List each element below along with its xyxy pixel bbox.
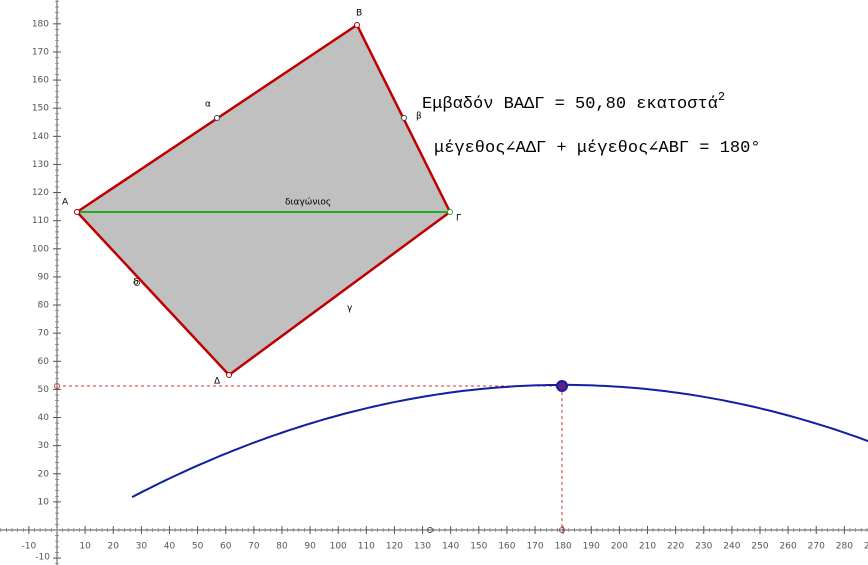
point-label: Β [356, 9, 362, 19]
y-tick-label: 120 [32, 188, 49, 198]
x-tick-label: 130 [414, 542, 431, 552]
diagonal-label: διαγώνιος [285, 197, 331, 208]
point-label: Γ [456, 214, 461, 224]
y-tick-label: 170 [32, 47, 49, 57]
x-tick-label: 100 [330, 542, 347, 552]
x-tick-label: 160 [498, 542, 515, 552]
x-tick-label: 60 [220, 542, 232, 552]
x-tick-label: 30 [136, 542, 148, 552]
side-label: β [416, 112, 422, 122]
y-tick-label: 100 [32, 244, 49, 254]
x-tick-label: -10 [22, 542, 37, 552]
y-tick-label: 80 [38, 301, 50, 311]
y-tick-label: 130 [32, 160, 49, 170]
side-label: γ [347, 304, 353, 314]
x-tick-label: 240 [723, 542, 740, 552]
x-tick-label: 120 [386, 542, 403, 552]
y-tick-label: 180 [32, 19, 49, 29]
y-tick-label: 60 [38, 357, 50, 367]
x-tick-label: 40 [164, 542, 176, 552]
x-tick-label: 50 [192, 542, 204, 552]
x-tick-label: 290 [864, 542, 868, 552]
y-tick-label: 40 [38, 413, 50, 423]
y-tick-label: 150 [32, 104, 49, 114]
side-label: δ [133, 278, 139, 288]
x-tick-label: 210 [639, 542, 656, 552]
x-tick-label: 110 [358, 542, 375, 552]
side-label: α [205, 100, 211, 110]
vertex-points [74, 22, 453, 378]
y-tick-label: 10 [38, 497, 50, 507]
y-tick-label: 160 [32, 76, 49, 86]
x-tick-label: 280 [836, 542, 853, 552]
x-tick-label: 220 [667, 542, 684, 552]
x-tick-label: 170 [526, 542, 543, 552]
x-tick-label: 20 [108, 542, 120, 552]
x-tick-label: 150 [470, 542, 487, 552]
angle-text: μέγεθος∠ΑΔΓ + μέγεθος∠ΑΒΓ = 180° [434, 139, 761, 158]
x-tick-label: 260 [780, 542, 797, 552]
area-text: Εμβαδόν ΒΑΔΓ = 50,80 εκατοστά2 [422, 90, 725, 114]
x-tick-label: 10 [79, 542, 91, 552]
y-tick-label: -10 [35, 553, 50, 563]
x-tick-label: 200 [611, 542, 628, 552]
x-tick-label: 70 [248, 542, 260, 552]
x-tick-label: 250 [751, 542, 768, 552]
y-tick-label: 50 [38, 385, 50, 395]
x-tick-label: 270 [808, 542, 825, 552]
y-tick-label: 70 [38, 329, 50, 339]
point-label: Α [62, 198, 69, 208]
x-tick-label: 140 [442, 542, 459, 552]
area-curve [131, 383, 868, 498]
max-point [556, 380, 568, 392]
y-tick-label: 110 [32, 216, 49, 226]
x-tick-label: 190 [583, 542, 600, 552]
y-tick-label: 90 [38, 272, 50, 282]
y-tick-label: 140 [32, 132, 49, 142]
x-tick-label: 80 [276, 542, 288, 552]
point-label: Δ [214, 377, 221, 387]
y-tick-label: 20 [38, 469, 50, 479]
quadrilateral [75, 23, 452, 377]
y-tick-label: 30 [38, 441, 50, 451]
x-tick-label: 180 [555, 542, 572, 552]
x-tick-label: 90 [304, 542, 316, 552]
x-tick-label: 230 [695, 542, 712, 552]
